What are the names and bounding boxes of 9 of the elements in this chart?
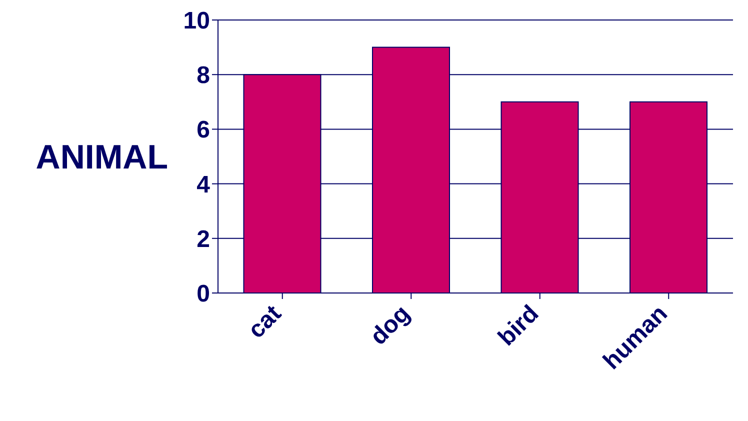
y-tick-label: 6 — [196, 116, 210, 144]
y-axis-title: ANIMAL — [36, 138, 168, 177]
y-tick-label: 0 — [196, 280, 210, 308]
x-tick-label: dog — [365, 300, 416, 350]
y-tick-label: 4 — [196, 171, 211, 198]
y-tick-label: 10 — [183, 8, 210, 35]
y-tick-label: 2 — [196, 226, 210, 253]
x-tick-label: cat — [243, 300, 287, 344]
y-tick-label: 8 — [196, 62, 210, 90]
